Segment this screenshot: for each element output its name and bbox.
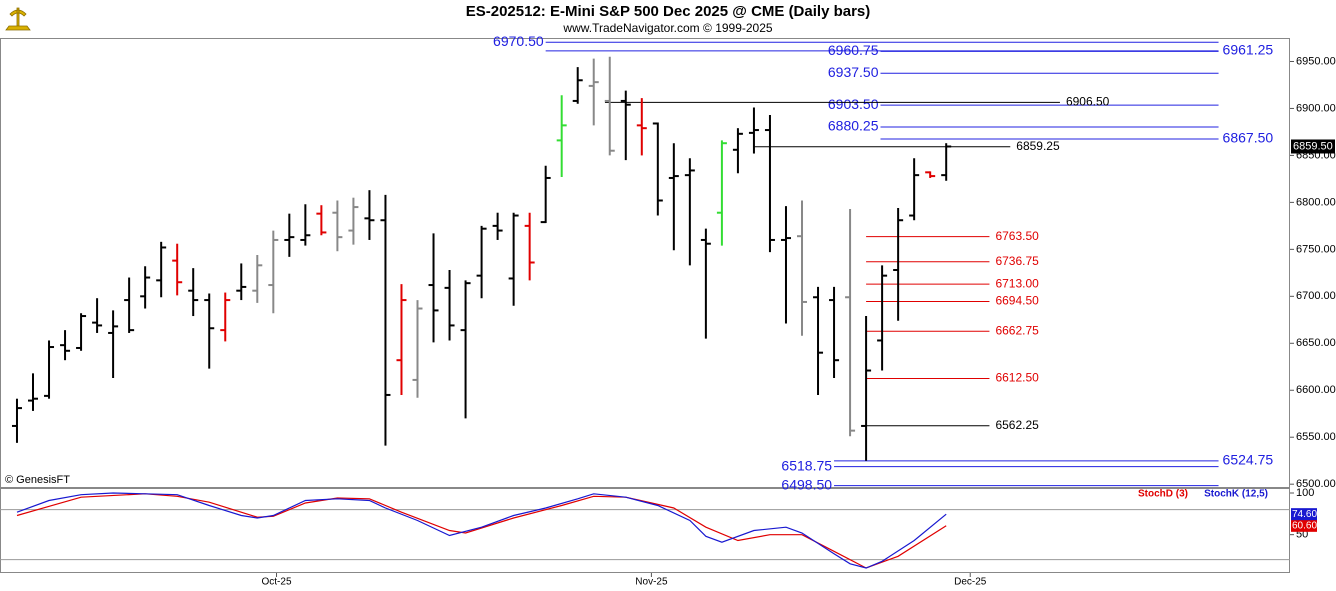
y-tick-label: 6800.00 [1296,196,1336,208]
y-tick-label: 6550.00 [1296,431,1336,443]
chart-subtitle: www.TradeNavigator.com © 1999-2025 [562,21,772,35]
level-label: 6906.50 [1066,95,1110,109]
y-tick-label: 6650.00 [1296,337,1336,349]
level-label: 6694.50 [995,294,1039,308]
x-tick-label: Dec-25 [954,577,987,588]
stoch-tag-label: 74.60 [1292,509,1317,520]
level-label: 6524.75 [1223,452,1274,468]
y-tick-label: 6900.00 [1296,102,1336,114]
y-tick-label: 6600.00 [1296,384,1336,396]
level-label: 6713.00 [995,276,1039,290]
stoch-tag [1291,519,1317,532]
copyright: © GenesisFT [5,474,70,486]
level-label: 6961.25 [1223,42,1274,58]
level-label: 6880.25 [828,118,879,134]
y-tick-label: 6700.00 [1296,290,1336,302]
last-price-label: 6859.50 [1293,140,1333,152]
y-tick-label: 6750.00 [1296,243,1336,255]
stoch-panel-border [0,488,1290,573]
level-label: 6518.75 [781,457,832,473]
level-label: 6662.75 [995,323,1039,337]
stoch-line [16,492,947,569]
level-label: 6763.50 [995,229,1039,243]
price-panel-border [0,38,1290,488]
stoch-tag-label: 60.60 [1292,520,1317,531]
last-price-tag [1291,139,1335,154]
x-tick-label: Oct-25 [262,577,292,588]
logo [2,2,34,35]
stoch-line [16,493,947,569]
level-label: 6498.50 [781,476,832,492]
level-label: 6736.75 [995,254,1039,268]
y-tick-label: 6500.00 [1296,478,1336,490]
chart-title: ES-202512: E-Mini S&P 500 Dec 2025 @ CME… [466,3,871,20]
level-label: 6859.25 [1016,139,1060,153]
legend-entry: StochK (12,5) [1204,489,1268,500]
x-tick-label: Nov-25 [635,577,668,588]
stoch-y-tick-label: 100 [1296,487,1314,499]
level-label: 6960.75 [828,42,879,58]
level-label: 6970.50 [493,33,544,49]
level-label: 6562.25 [995,418,1039,432]
y-tick-label: 6950.00 [1296,55,1336,67]
level-label: 6612.50 [995,371,1039,385]
legend-entry: StochD (3) [1138,489,1188,500]
level-label: 6937.50 [828,64,879,80]
level-label: 6867.50 [1223,130,1274,146]
stoch-tag [1291,508,1317,521]
level-label: 6903.50 [828,96,879,112]
